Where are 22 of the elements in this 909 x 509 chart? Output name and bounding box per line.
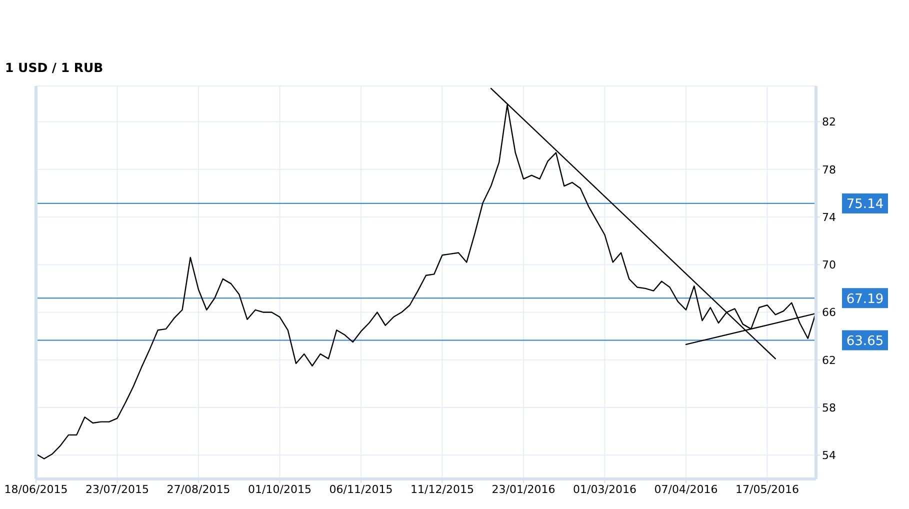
ref-line-label: 63.65 [846, 334, 884, 349]
y-tick-label: 74 [822, 210, 836, 224]
x-tick-label: 17/05/2016 [736, 482, 799, 496]
x-tick-label: 11/12/2015 [410, 482, 474, 496]
x-tick-label: 27/08/2015 [166, 482, 230, 496]
y-tick-label: 70 [822, 258, 836, 272]
y-tick-label: 54 [822, 449, 836, 462]
x-tick-label: 07/04/2016 [654, 482, 718, 496]
y-tick-label: 78 [822, 163, 836, 176]
chart-title: 1 USD / 1 RUB [5, 60, 104, 75]
y-tick-label: 82 [822, 116, 836, 129]
ref-line-label: 75.14 [846, 197, 884, 212]
y-tick-label: 58 [822, 401, 836, 414]
x-tick-label: 06/11/2015 [329, 482, 393, 496]
x-tick-label: 18/06/2015 [4, 482, 68, 496]
x-tick-label: 01/03/2016 [573, 482, 636, 496]
x-tick-label: 23/01/2016 [492, 482, 556, 496]
ref-line-label: 67.19 [846, 292, 884, 307]
y-tick-label: 66 [822, 306, 836, 320]
x-tick-label: 01/10/2015 [248, 482, 312, 496]
y-tick-label: 62 [822, 354, 836, 367]
x-tick-label: 23/07/2015 [86, 482, 149, 496]
